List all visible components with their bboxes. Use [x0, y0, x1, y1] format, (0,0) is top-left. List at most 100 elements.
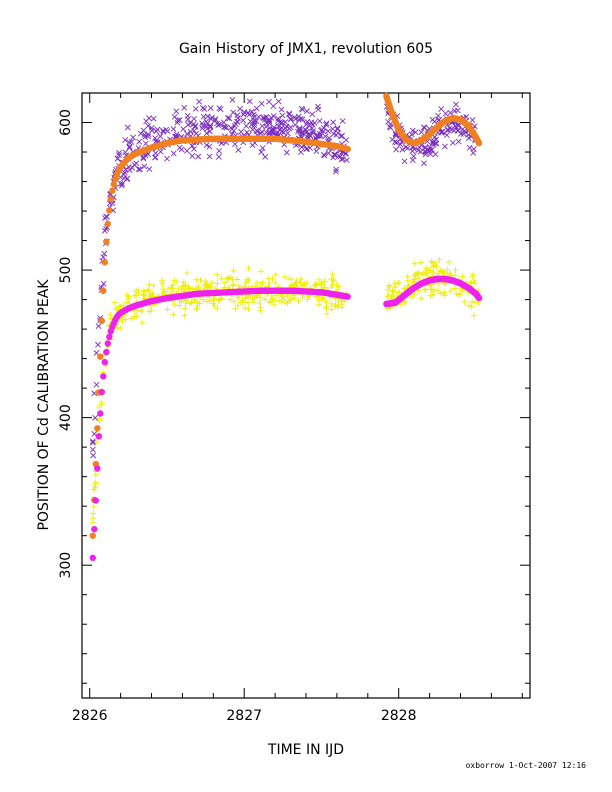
data-point-plus	[430, 269, 437, 276]
data-point-plus	[319, 295, 326, 302]
data-point-plus	[447, 288, 454, 295]
data-point-x	[444, 126, 451, 133]
data-point-plus	[227, 274, 234, 281]
data-point-x	[338, 133, 344, 140]
data-point-x	[192, 105, 199, 112]
data-point-plus	[446, 259, 453, 266]
data-point-x	[276, 126, 283, 133]
data-point-plus	[396, 279, 403, 286]
data-point-x	[323, 121, 330, 128]
data-point-x	[316, 130, 323, 137]
data-point-x	[126, 139, 133, 146]
data-point-plus	[311, 282, 318, 289]
fit-point	[104, 340, 112, 347]
fit-point	[97, 353, 104, 360]
data-point-x	[95, 341, 101, 348]
data-point-plus	[257, 281, 264, 288]
data-point-plus	[165, 286, 172, 293]
data-point-x	[89, 438, 96, 445]
data-point-x	[170, 150, 177, 157]
data-point-x	[466, 144, 473, 151]
data-point-plus	[441, 289, 448, 296]
data-point-x	[126, 167, 133, 174]
data-point-plus	[128, 315, 135, 322]
data-point-x	[164, 155, 170, 162]
data-point-plus	[412, 272, 419, 279]
data-point-plus	[205, 283, 212, 290]
data-point-x	[451, 127, 458, 134]
data-point-x	[266, 98, 272, 105]
data-point-x	[255, 113, 262, 120]
data-point-x	[229, 96, 236, 103]
data-point-x	[191, 127, 198, 134]
fit-point	[103, 238, 110, 245]
data-point-x	[157, 148, 164, 155]
axes: 2826 2827 2828 300 400 500 600	[58, 93, 530, 724]
data-point-x	[455, 138, 462, 145]
data-point-x	[393, 146, 400, 153]
data-point-plus	[323, 305, 330, 312]
data-point-x	[259, 128, 265, 135]
data-point-x	[178, 146, 185, 153]
data-point-x	[401, 158, 408, 165]
data-point-plus	[191, 296, 198, 303]
data-point-plus	[293, 278, 300, 285]
data-point-plus	[178, 298, 185, 305]
data-point-plus	[138, 308, 145, 315]
data-point-plus	[159, 286, 166, 293]
data-point-x	[298, 105, 305, 112]
data-point-x	[292, 121, 299, 128]
data-point-plus	[171, 301, 178, 308]
data-point-plus	[158, 277, 165, 284]
data-point-plus	[440, 268, 447, 275]
fit-point	[107, 195, 115, 203]
data-point-plus	[208, 279, 215, 286]
data-point-plus	[411, 260, 418, 267]
data-point-x	[235, 147, 242, 153]
data-point-plus	[287, 296, 294, 303]
data-point-x	[452, 123, 458, 129]
data-point-plus	[422, 286, 429, 293]
data-point-plus	[426, 267, 433, 274]
data-point-x	[240, 117, 247, 124]
data-point-x	[191, 146, 197, 152]
data-point-plus	[230, 298, 237, 305]
data-point-plus	[323, 310, 330, 317]
fit-point	[344, 145, 351, 153]
data-point-plus	[284, 293, 291, 300]
data-point-x	[117, 180, 124, 187]
data-point-x	[116, 149, 123, 156]
data-point-plus	[453, 290, 460, 297]
data-point-x	[266, 124, 273, 131]
data-point-x	[226, 115, 233, 122]
data-point-plus	[245, 265, 252, 272]
data-point-plus	[436, 256, 443, 263]
data-point-plus	[245, 306, 252, 313]
data-point-plus	[192, 285, 199, 292]
data-point-x	[140, 154, 147, 161]
data-point-x	[243, 123, 250, 129]
data-point-plus	[96, 404, 103, 411]
data-point-x	[207, 105, 214, 111]
data-point-x	[438, 129, 445, 136]
data-point-plus	[148, 307, 155, 314]
data-point-plus	[135, 290, 142, 297]
data-point-plus	[444, 266, 451, 273]
data-point-x	[287, 116, 294, 123]
data-point-x	[89, 439, 96, 446]
data-point-x	[320, 151, 327, 158]
data-point-x	[313, 148, 320, 155]
data-point-plus	[439, 269, 446, 276]
data-point-x	[119, 180, 126, 187]
data-point-plus	[404, 277, 411, 284]
data-point-x	[323, 120, 330, 127]
data-point-x	[318, 127, 325, 134]
fit-point	[475, 139, 483, 147]
data-point-x	[203, 130, 210, 137]
data-point-plus	[193, 306, 200, 313]
data-point-x	[181, 104, 188, 111]
data-point-plus	[146, 281, 153, 288]
data-point-x	[442, 110, 449, 117]
data-point-plus	[272, 271, 279, 278]
y-tick-label: 500	[58, 257, 74, 284]
